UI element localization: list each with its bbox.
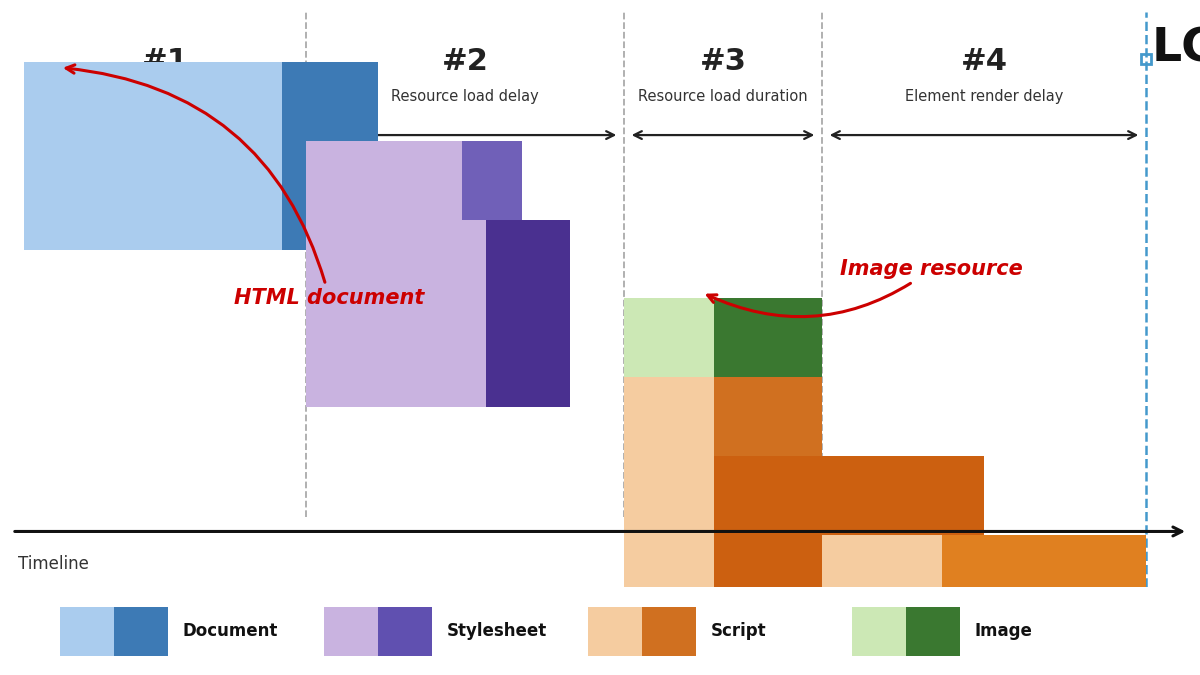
- Bar: [906, 608, 960, 655]
- Text: Element render delay: Element render delay: [905, 89, 1063, 105]
- Bar: [24, 61, 282, 250]
- Bar: [60, 608, 114, 655]
- Text: Timeline: Timeline: [18, 555, 89, 573]
- Bar: [306, 219, 486, 408]
- Bar: [114, 608, 168, 655]
- Bar: [462, 140, 522, 329]
- Bar: [714, 377, 822, 565]
- Text: LCP: LCP: [1152, 26, 1200, 72]
- Text: Script: Script: [710, 622, 766, 640]
- Text: Resource load delay: Resource load delay: [391, 89, 539, 105]
- Bar: [486, 219, 570, 408]
- Bar: [624, 377, 714, 565]
- Text: Document: Document: [182, 622, 277, 640]
- Text: Stylesheet: Stylesheet: [446, 622, 547, 640]
- Text: #3: #3: [700, 47, 746, 76]
- Bar: [714, 298, 822, 487]
- Bar: [624, 456, 714, 644]
- Bar: [624, 298, 714, 487]
- Bar: [852, 608, 906, 655]
- Text: HTML document: HTML document: [66, 65, 425, 308]
- Bar: [378, 608, 432, 655]
- Text: Image: Image: [974, 622, 1032, 640]
- Text: #4: #4: [960, 47, 1008, 76]
- Bar: [282, 61, 378, 250]
- Bar: [942, 535, 1146, 675]
- Bar: [588, 608, 642, 655]
- Text: Resource load duration: Resource load duration: [638, 89, 808, 105]
- Bar: [714, 456, 984, 644]
- Bar: [822, 535, 942, 675]
- Bar: [306, 140, 462, 329]
- Text: Time to first byte: Time to first byte: [102, 89, 228, 105]
- Text: #1: #1: [142, 47, 188, 76]
- Text: Image resource: Image resource: [708, 259, 1022, 317]
- Text: #2: #2: [442, 47, 488, 76]
- Bar: [642, 608, 696, 655]
- Bar: [324, 608, 378, 655]
